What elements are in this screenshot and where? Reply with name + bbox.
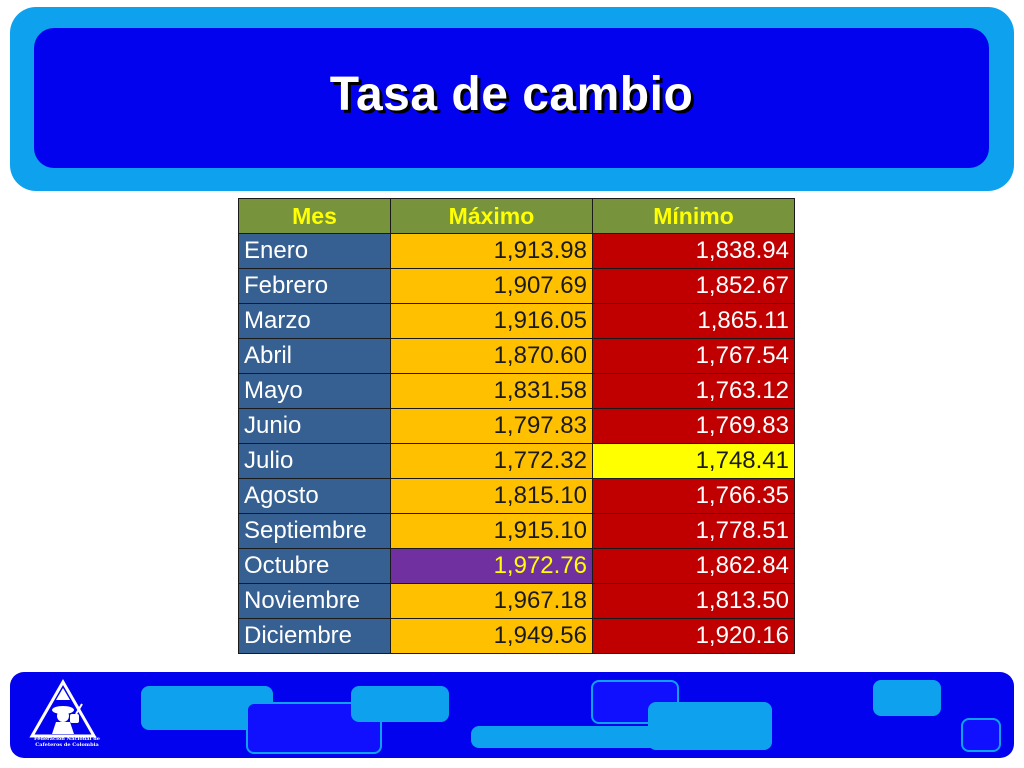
exchange-rate-table: Mes Máximo Mínimo Enero 1,913.98 1,838.9… (238, 198, 795, 654)
title-banner: Tasa de cambio (34, 28, 989, 168)
max-cell: 1,772.32 (390, 443, 593, 479)
table-row: Diciembre 1,949.56 1,920.16 (238, 618, 795, 654)
month-cell: Mayo (238, 373, 391, 409)
table-row: Julio 1,772.32 1,748.41 (238, 443, 795, 479)
month-cell: Octubre (238, 548, 391, 584)
month-cell: Noviembre (238, 583, 391, 619)
month-cell: Septiembre (238, 513, 391, 549)
table-row: Febrero 1,907.69 1,852.67 (238, 268, 795, 304)
max-cell: 1,797.83 (390, 408, 593, 444)
logo-caption-line1: Federación Nacional de (34, 736, 100, 742)
min-cell-lowest: 1,748.41 (592, 443, 795, 479)
month-cell: Junio (238, 408, 391, 444)
min-cell: 1,813.50 (592, 583, 795, 619)
month-cell: Marzo (238, 303, 391, 339)
slide-title: Tasa de cambio (329, 67, 694, 121)
min-cell: 1,767.54 (592, 338, 795, 374)
table-row: Abril 1,870.60 1,767.54 (238, 338, 795, 374)
min-cell: 1,852.67 (592, 268, 795, 304)
max-cell: 1,907.69 (390, 268, 593, 304)
decorative-block (873, 680, 941, 716)
max-cell: 1,831.58 (390, 373, 593, 409)
min-cell: 1,778.51 (592, 513, 795, 549)
decorative-block (471, 726, 675, 748)
max-cell: 1,949.56 (390, 618, 593, 654)
footer-banner: Federación Nacional de Cafeteros de Colo… (10, 672, 1014, 758)
max-cell-highest: 1,972.76 (390, 548, 593, 584)
header-mes: Mes (238, 198, 391, 234)
logo-caption: Federación Nacional de Cafeteros de Colo… (22, 736, 112, 748)
month-cell: Agosto (238, 478, 391, 514)
table-row: Agosto 1,815.10 1,766.35 (238, 478, 795, 514)
decorative-block (351, 686, 449, 722)
table-header-row: Mes Máximo Mínimo (238, 198, 795, 234)
month-cell: Enero (238, 233, 391, 269)
table-row: Mayo 1,831.58 1,763.12 (238, 373, 795, 409)
table-row: Noviembre 1,967.18 1,813.50 (238, 583, 795, 619)
max-cell: 1,967.18 (390, 583, 593, 619)
month-cell: Julio (238, 443, 391, 479)
table-row: Junio 1,797.83 1,769.83 (238, 408, 795, 444)
min-cell: 1,838.94 (592, 233, 795, 269)
min-cell: 1,769.83 (592, 408, 795, 444)
month-cell: Abril (238, 338, 391, 374)
month-cell: Febrero (238, 268, 391, 304)
month-cell: Diciembre (238, 618, 391, 654)
decorative-block (648, 702, 772, 750)
table-row: Marzo 1,916.05 1,865.11 (238, 303, 795, 339)
max-cell: 1,915.10 (390, 513, 593, 549)
max-cell: 1,815.10 (390, 478, 593, 514)
logo-caption-line2: Cafeteros de Colombia (35, 742, 99, 748)
header-maximo: Máximo (390, 198, 593, 234)
max-cell: 1,913.98 (390, 233, 593, 269)
max-cell: 1,916.05 (390, 303, 593, 339)
table-row: Enero 1,913.98 1,838.94 (238, 233, 795, 269)
min-cell: 1,766.35 (592, 478, 795, 514)
min-cell: 1,865.11 (592, 303, 795, 339)
max-cell: 1,870.60 (390, 338, 593, 374)
min-cell: 1,862.84 (592, 548, 795, 584)
header-minimo: Mínimo (592, 198, 795, 234)
min-cell: 1,920.16 (592, 618, 795, 654)
min-cell: 1,763.12 (592, 373, 795, 409)
coffee-grower-mountain-icon (29, 678, 97, 738)
table-row: Octubre 1,972.76 1,862.84 (238, 548, 795, 584)
table-row: Septiembre 1,915.10 1,778.51 (238, 513, 795, 549)
decorative-block (961, 718, 1001, 752)
